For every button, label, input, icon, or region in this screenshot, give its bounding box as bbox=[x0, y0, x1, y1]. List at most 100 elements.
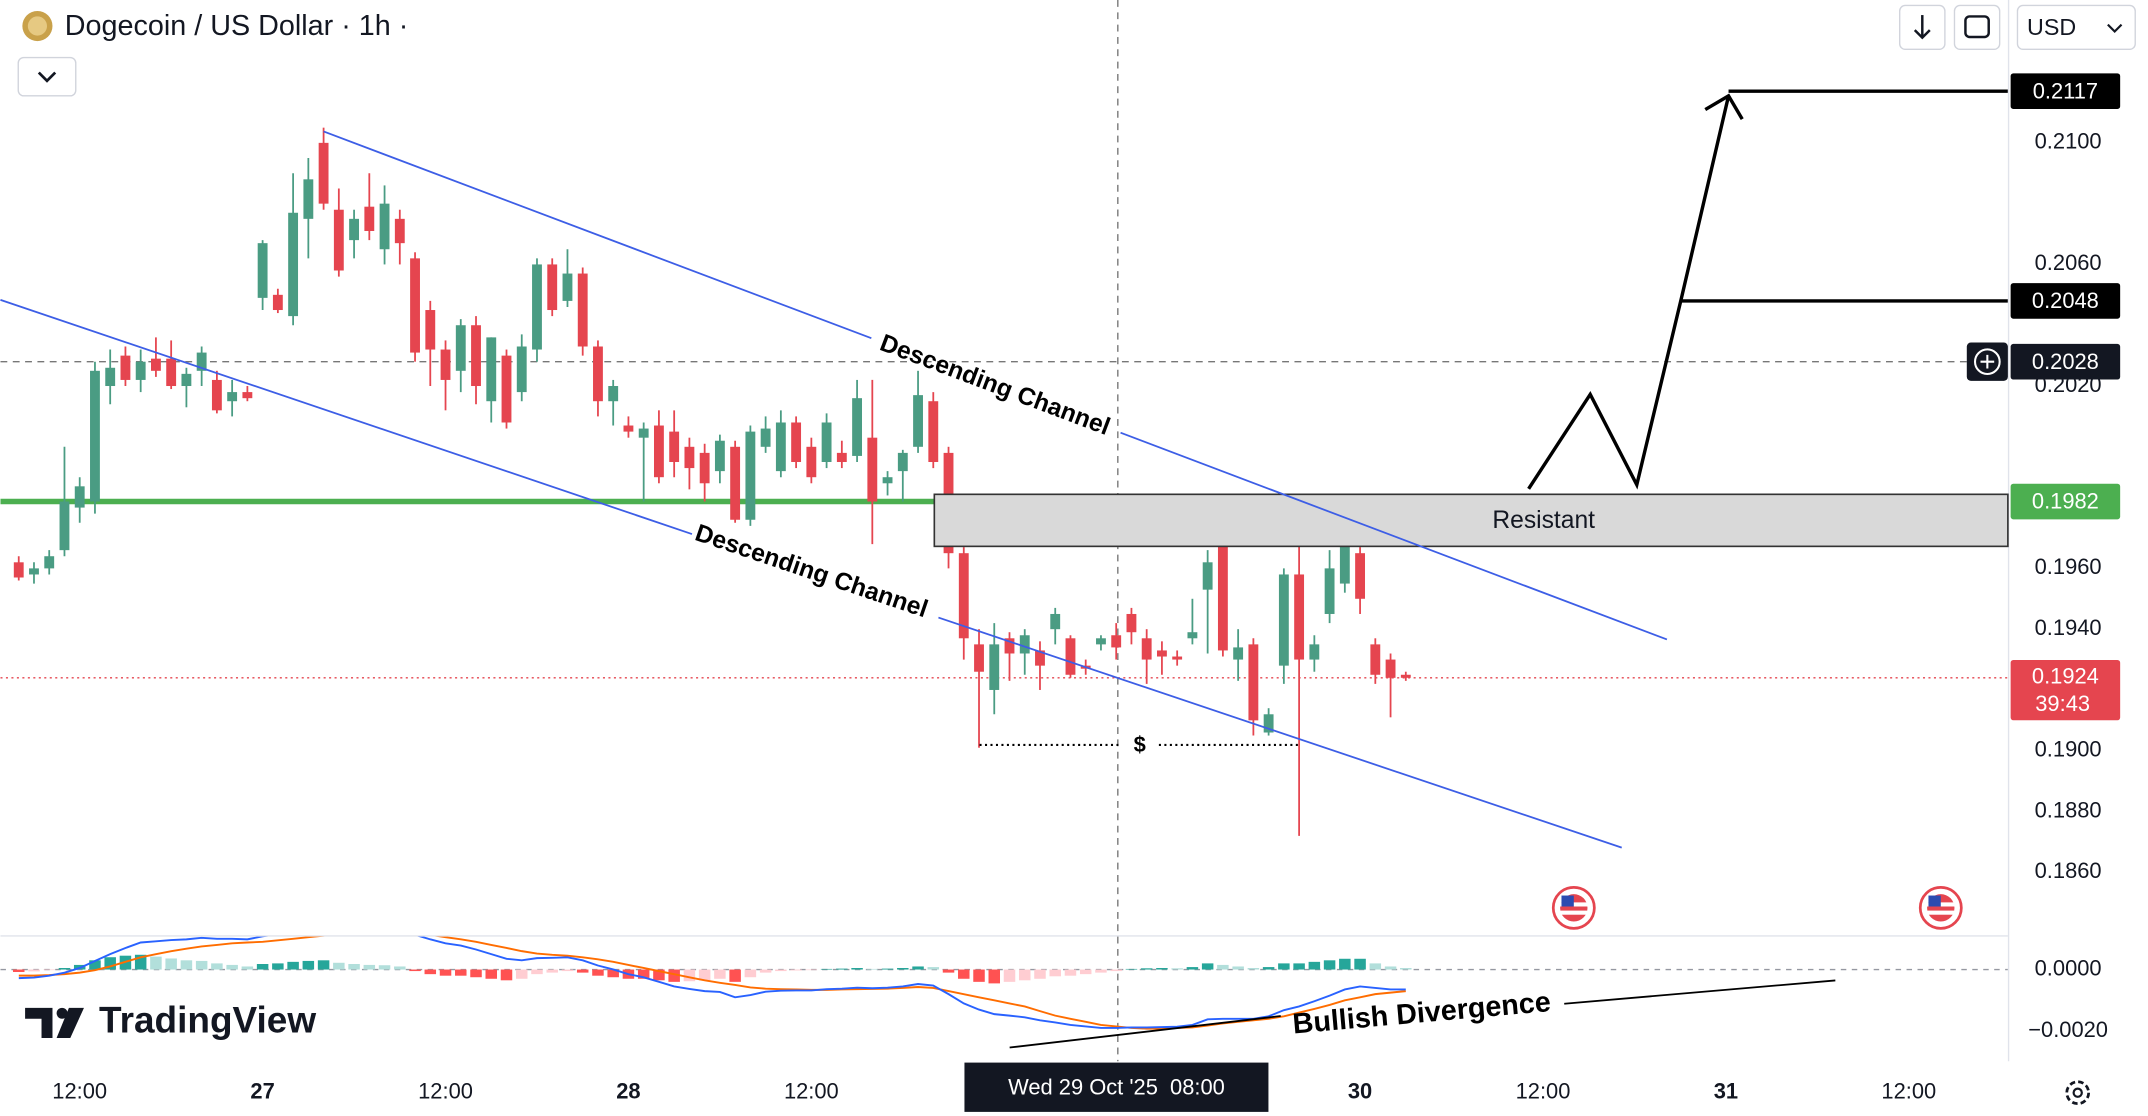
macd-histogram-bar bbox=[988, 969, 1001, 984]
collapse-button[interactable] bbox=[17, 56, 77, 97]
macd-histogram-bar bbox=[592, 969, 604, 976]
logo-mark bbox=[56, 1007, 68, 1019]
candle-body bbox=[882, 477, 893, 484]
candle-body bbox=[59, 501, 70, 551]
macd-histogram-bar bbox=[211, 963, 223, 970]
macd-histogram-bar bbox=[912, 966, 924, 970]
candle-body bbox=[135, 361, 146, 380]
candle-body bbox=[852, 398, 863, 456]
candle-body bbox=[288, 212, 299, 317]
macd-histogram-bar bbox=[714, 969, 726, 979]
event-flag[interactable] bbox=[1918, 885, 1963, 930]
x-tick-label: 28 bbox=[616, 1079, 640, 1104]
macd-histogram-bar bbox=[424, 969, 437, 975]
logo-mark bbox=[25, 1007, 53, 1038]
macd-histogram-bar bbox=[683, 969, 696, 982]
last-price-tag: 0.1924 bbox=[2032, 664, 2099, 689]
candle-body bbox=[150, 358, 161, 371]
candle-body bbox=[1126, 613, 1137, 633]
macd-histogram-bar bbox=[226, 964, 238, 970]
macd-histogram-bar bbox=[28, 969, 40, 972]
resistance-price-tag: 0.1982 bbox=[2032, 489, 2099, 514]
logo-mark bbox=[56, 1007, 84, 1038]
candle-body bbox=[303, 179, 314, 219]
axes: 0.0000−0.00200.21000.20600.20200.19600.1… bbox=[52, 129, 2108, 1104]
candle-body bbox=[425, 310, 436, 350]
projection-path bbox=[1527, 95, 1731, 490]
candle-body bbox=[532, 264, 542, 350]
channel-upper bbox=[1120, 431, 1668, 641]
macd-histogram-bar bbox=[1171, 968, 1183, 970]
crosshair-price-tag-box bbox=[2010, 343, 2121, 380]
candle-body bbox=[211, 379, 222, 411]
fullscreen-button[interactable] bbox=[1953, 4, 2001, 50]
candle-body bbox=[821, 422, 832, 463]
macd-histogram-bar bbox=[1034, 969, 1046, 979]
chevron bbox=[37, 71, 57, 83]
logo: TradingView bbox=[25, 1000, 316, 1041]
flag-canton bbox=[1561, 895, 1574, 907]
candle-body bbox=[699, 452, 710, 484]
macd-histogram-bar bbox=[1140, 968, 1153, 970]
candle-body bbox=[1202, 562, 1213, 590]
macd-histogram-bar bbox=[378, 965, 391, 970]
candle-body bbox=[90, 370, 100, 502]
x-tick-label: 31 bbox=[1714, 1079, 1738, 1104]
macd-histogram-bar bbox=[1064, 969, 1077, 976]
flag-canton bbox=[1928, 895, 1941, 907]
macd-histogram-bar bbox=[1201, 963, 1214, 970]
macd-histogram-bar bbox=[317, 960, 330, 970]
candle-body bbox=[1035, 650, 1045, 666]
add-alert-button[interactable] bbox=[1966, 342, 2008, 381]
y-tick-label: 0.1940 bbox=[2035, 615, 2102, 640]
button-frame bbox=[17, 56, 77, 97]
macd-histogram-bar bbox=[1400, 968, 1412, 970]
macd-histogram-bar bbox=[256, 964, 269, 970]
macd-histogram-bar bbox=[775, 969, 787, 972]
x-tick-label: 12:00 bbox=[52, 1079, 107, 1104]
macd-histogram-bar bbox=[881, 968, 894, 970]
candle-body bbox=[1324, 568, 1335, 614]
macd-histogram-bar bbox=[820, 968, 833, 970]
candle-body bbox=[471, 325, 481, 387]
crosshair-price-tag: 0.2028 bbox=[2032, 349, 2099, 374]
macd-histogram-bar bbox=[1278, 963, 1290, 970]
macd-histogram-bar bbox=[1079, 969, 1092, 975]
candle-body bbox=[44, 556, 55, 569]
candle-body bbox=[1019, 635, 1030, 654]
event-flag[interactable] bbox=[1551, 885, 1596, 930]
candle-body bbox=[364, 206, 375, 232]
macd-histogram-bar bbox=[515, 969, 528, 979]
macd-histogram-bar bbox=[1156, 968, 1168, 970]
download-button[interactable] bbox=[1899, 4, 1946, 50]
settings-button[interactable] bbox=[2065, 1080, 2091, 1106]
chevron bbox=[2107, 23, 2123, 34]
macd-histogram-bar bbox=[333, 962, 345, 970]
candle-body bbox=[379, 203, 390, 250]
macd-histogram-bar bbox=[851, 968, 863, 970]
candle-body bbox=[836, 452, 847, 463]
candle-body bbox=[1400, 674, 1411, 678]
macd-histogram-bar bbox=[302, 960, 315, 970]
resistance-zone bbox=[933, 493, 2009, 548]
candle-body bbox=[1156, 650, 1167, 657]
y-tick-label: 0.2060 bbox=[2035, 250, 2102, 275]
candle-body bbox=[1339, 544, 1350, 584]
macd-histogram-bar bbox=[363, 964, 376, 970]
macd-histogram-bar bbox=[698, 969, 711, 981]
candle-body bbox=[181, 373, 192, 387]
candle-body bbox=[1141, 638, 1152, 660]
candle-body bbox=[760, 428, 771, 447]
select-frame bbox=[2016, 4, 2136, 50]
candle-body bbox=[516, 346, 527, 393]
target-price-tag-box bbox=[2010, 283, 2121, 319]
candle-body bbox=[623, 425, 634, 432]
candle-body bbox=[455, 325, 466, 371]
macd-histogram-bar bbox=[546, 969, 558, 973]
macd-tick-label: 0.0000 bbox=[2035, 955, 2102, 980]
projection-arrow bbox=[1704, 93, 1744, 120]
currency-select[interactable]: USD bbox=[2016, 4, 2136, 50]
candle-body bbox=[13, 562, 24, 578]
candle-body bbox=[958, 553, 969, 639]
